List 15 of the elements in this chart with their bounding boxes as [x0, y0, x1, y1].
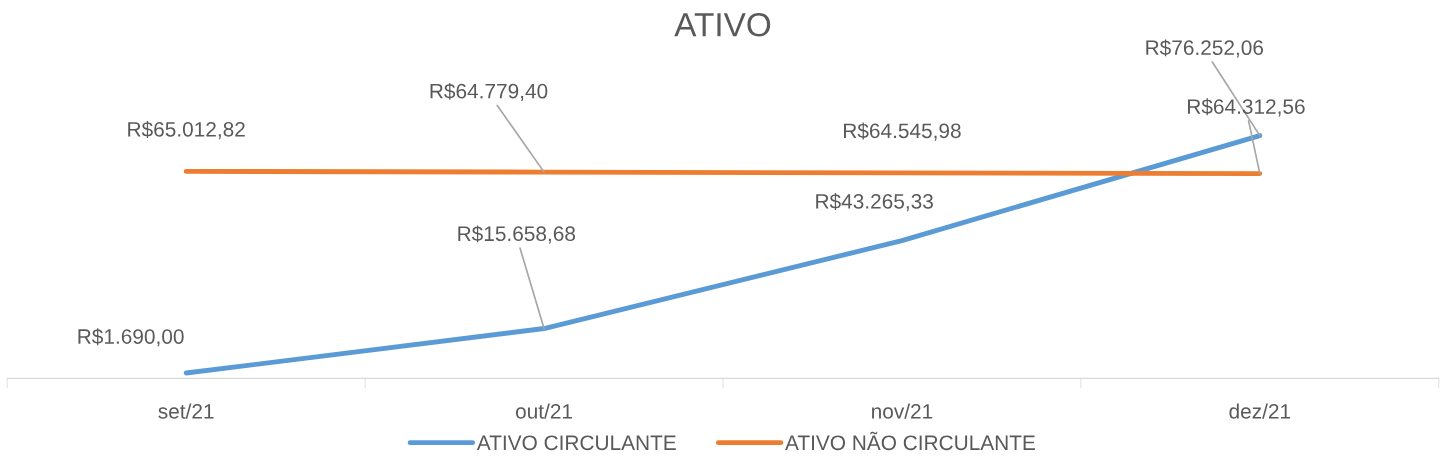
data-label: R$65.012,82 [128, 121, 245, 140]
data-label: R$43.265,33 [816, 193, 933, 212]
legend-label: ATIVO CIRCULANTE [476, 435, 676, 451]
data-label: R$64.312,56 [1188, 98, 1305, 117]
chart-title: ATIVO [674, 12, 771, 37]
legend-label: ATIVO NÃO CIRCULANTE [785, 431, 1035, 451]
x-tick-label: dez/21 [1229, 403, 1291, 419]
data-label: R$76.252,06 [1146, 39, 1264, 58]
data-label: R$64.779,40 [430, 82, 548, 102]
x-tick-label: set/21 [158, 403, 214, 419]
data-label: R$1.690,00 [78, 328, 184, 347]
x-tick-label: out/21 [515, 403, 572, 419]
data-label: R$15.658,68 [458, 225, 576, 244]
x-tick-label: nov/21 [872, 403, 933, 419]
data-label: R$64.545,98 [844, 122, 961, 141]
